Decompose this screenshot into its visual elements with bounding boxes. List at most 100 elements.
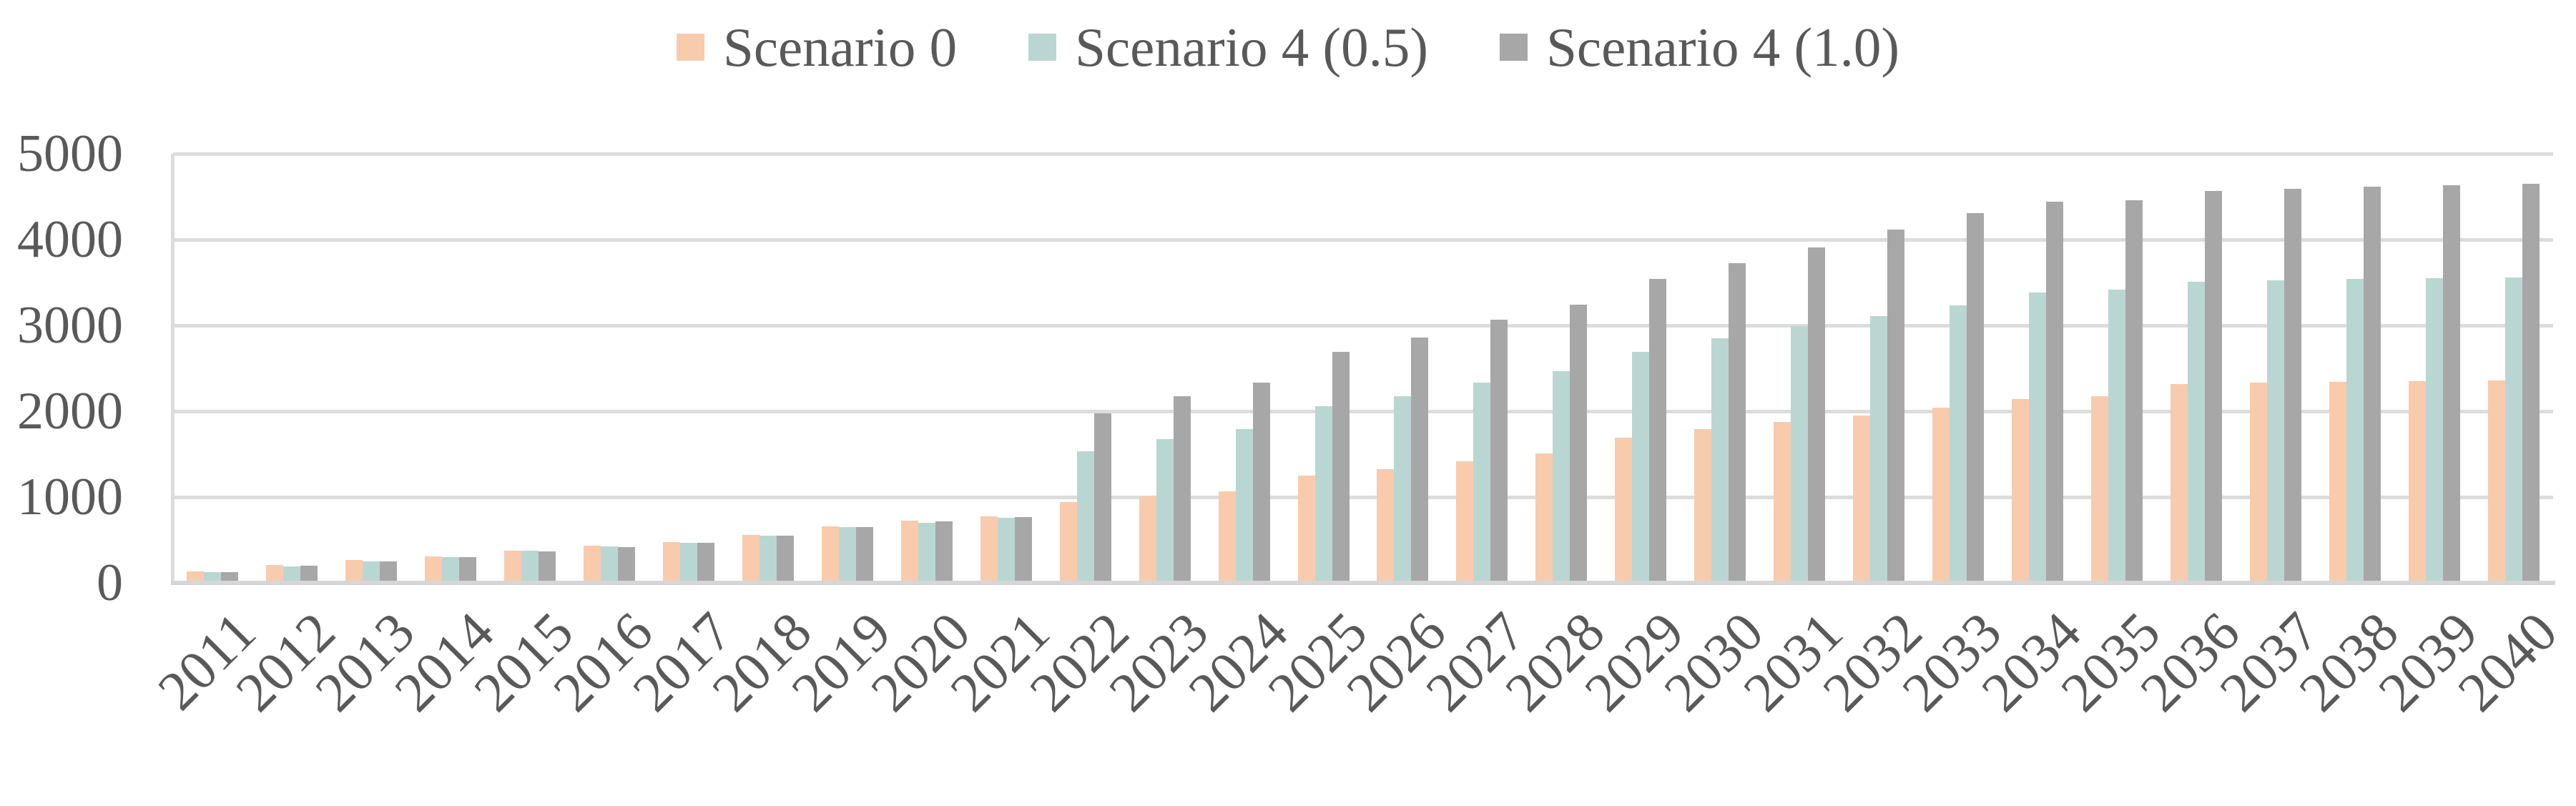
bar-2014-scenario-4-0-5: [442, 556, 460, 583]
bar-2016-scenario-4-0-5: [601, 546, 619, 583]
bar-2040-scenario-4-0-5: [2504, 277, 2522, 583]
chart-canvas: { "chart_data": { "type": "bar", "catego…: [0, 0, 2576, 745]
plot-area: [171, 152, 2555, 585]
chart-legend: Scenario 0 Scenario 4 (0.5) Scenario 4 (…: [0, 19, 2576, 76]
bar-group-2029: [1601, 154, 1681, 583]
legend-swatch-icon: [1028, 34, 1057, 61]
bar-2018-scenario-0: [742, 534, 759, 583]
legend-item-scenario-4-10: Scenario 4 (1.0): [1500, 19, 1899, 76]
bar-2022-scenario-4-1-0: [1093, 413, 1111, 583]
bar-group-2040: [2474, 154, 2553, 583]
bar-2028-scenario-4-0-5: [1553, 371, 1570, 583]
bar-2039-scenario-4-1-0: [2442, 185, 2460, 583]
bar-group-2018: [729, 154, 808, 583]
legend-label: Scenario 0: [723, 16, 958, 78]
gridline-1000: [173, 496, 2553, 499]
bar-2027-scenario-4-0-5: [1473, 383, 1491, 583]
bar-2034-scenario-0: [2011, 398, 2029, 583]
bar-group-2027: [1442, 154, 1522, 583]
bar-2025-scenario-4-0-5: [1314, 406, 1332, 583]
bar-2037-scenario-4-1-0: [2284, 189, 2301, 583]
bar-2030-scenario-4-1-0: [1729, 263, 1746, 583]
bar-2012-scenario-4-1-0: [300, 566, 318, 583]
bar-2035-scenario-0: [2090, 396, 2108, 583]
legend-swatch-icon: [677, 34, 704, 61]
bar-group-2020: [887, 154, 966, 583]
bar-2021-scenario-0: [980, 516, 998, 583]
bar-2023-scenario-4-1-0: [1173, 395, 1191, 583]
bar-2020-scenario-0: [900, 521, 918, 583]
bar-group-2038: [2315, 154, 2394, 583]
bar-2030-scenario-0: [1694, 428, 1712, 583]
bar-2017-scenario-4-1-0: [697, 543, 715, 583]
bar-2029-scenario-4-1-0: [1649, 279, 1667, 583]
bar-group-2013: [332, 154, 411, 583]
legend-item-scenario-4-05: Scenario 4 (0.5): [1028, 19, 1428, 76]
bar-group-2032: [1839, 154, 1919, 583]
bar-2039-scenario-0: [2408, 381, 2426, 583]
bar-2036-scenario-0: [2170, 384, 2188, 583]
bar-group-2022: [1046, 154, 1125, 583]
bar-2026-scenario-4-0-5: [1394, 395, 1412, 583]
bar-2031-scenario-4-0-5: [1791, 326, 1809, 583]
bar-group-2031: [1760, 154, 1839, 583]
y-axis-line: [171, 154, 174, 585]
bar-group-2037: [2236, 154, 2315, 583]
bar-2017-scenario-0: [663, 541, 681, 583]
bar-2024-scenario-4-1-0: [1252, 383, 1270, 583]
y-tick-label: 0: [97, 554, 123, 612]
y-tick-label: 4000: [17, 210, 123, 269]
bar-2011-scenario-4-0-5: [204, 572, 222, 583]
bar-2027-scenario-0: [1456, 461, 1474, 583]
bar-2038-scenario-4-0-5: [2346, 279, 2364, 583]
bar-2031-scenario-4-1-0: [1808, 247, 1826, 583]
bar-2015-scenario-0: [504, 550, 522, 583]
y-tick-label: 1000: [17, 468, 123, 526]
bar-2011-scenario-4-1-0: [221, 571, 239, 583]
bar-2014-scenario-4-1-0: [459, 557, 477, 583]
bar-2013-scenario-4-1-0: [380, 561, 398, 583]
bar-group-2014: [411, 154, 491, 583]
bar-2029-scenario-4-0-5: [1632, 351, 1650, 583]
bar-2028-scenario-4-1-0: [1570, 304, 1588, 583]
bar-2017-scenario-4-0-5: [680, 542, 698, 583]
bar-2034-scenario-4-0-5: [2028, 293, 2046, 583]
bar-2030-scenario-4-0-5: [1711, 338, 1729, 583]
bar-2040-scenario-0: [2487, 380, 2505, 583]
bar-group-2011: [173, 154, 252, 583]
y-axis: 0 1000 2000 3000 4000 5000: [0, 0, 123, 745]
bar-2032-scenario-4-0-5: [1870, 316, 1888, 583]
gridline-5000: [173, 152, 2553, 156]
bar-2021-scenario-4-0-5: [997, 517, 1015, 583]
bar-2019-scenario-0: [821, 526, 839, 583]
bar-2022-scenario-4-0-5: [1076, 451, 1094, 583]
bar-group-2026: [1363, 154, 1442, 583]
bar-2032-scenario-4-1-0: [1887, 229, 1905, 583]
gridline-4000: [173, 238, 2553, 242]
bar-2024-scenario-4-0-5: [1235, 428, 1253, 583]
bars-container: [173, 154, 2553, 583]
bar-2026-scenario-4-1-0: [1411, 337, 1429, 583]
bar-2033-scenario-4-0-5: [1949, 305, 1967, 583]
bar-2013-scenario-0: [345, 560, 363, 583]
bar-group-2035: [2077, 154, 2156, 583]
bar-2016-scenario-0: [584, 545, 601, 583]
bar-2025-scenario-4-1-0: [1332, 352, 1350, 583]
bar-2035-scenario-4-1-0: [2125, 200, 2143, 583]
x-axis-line: [171, 581, 2555, 585]
bar-2011-scenario-0: [187, 571, 205, 583]
bar-2012-scenario-4-0-5: [283, 566, 301, 583]
gridline-2000: [173, 410, 2553, 413]
bar-2019-scenario-4-1-0: [855, 526, 873, 583]
bar-group-2036: [2156, 154, 2236, 583]
bar-2036-scenario-4-0-5: [2187, 282, 2205, 583]
bar-2021-scenario-4-1-0: [1014, 517, 1032, 583]
bar-2023-scenario-4-0-5: [1156, 439, 1174, 583]
legend-swatch-icon: [1500, 34, 1528, 61]
bar-2027-scenario-4-1-0: [1490, 320, 1508, 583]
bar-group-2034: [1997, 154, 2077, 583]
bar-2012-scenario-0: [266, 565, 284, 583]
bar-2032-scenario-0: [1853, 415, 1871, 583]
bar-2035-scenario-4-0-5: [2108, 290, 2125, 583]
y-tick-label: 2000: [17, 382, 123, 441]
